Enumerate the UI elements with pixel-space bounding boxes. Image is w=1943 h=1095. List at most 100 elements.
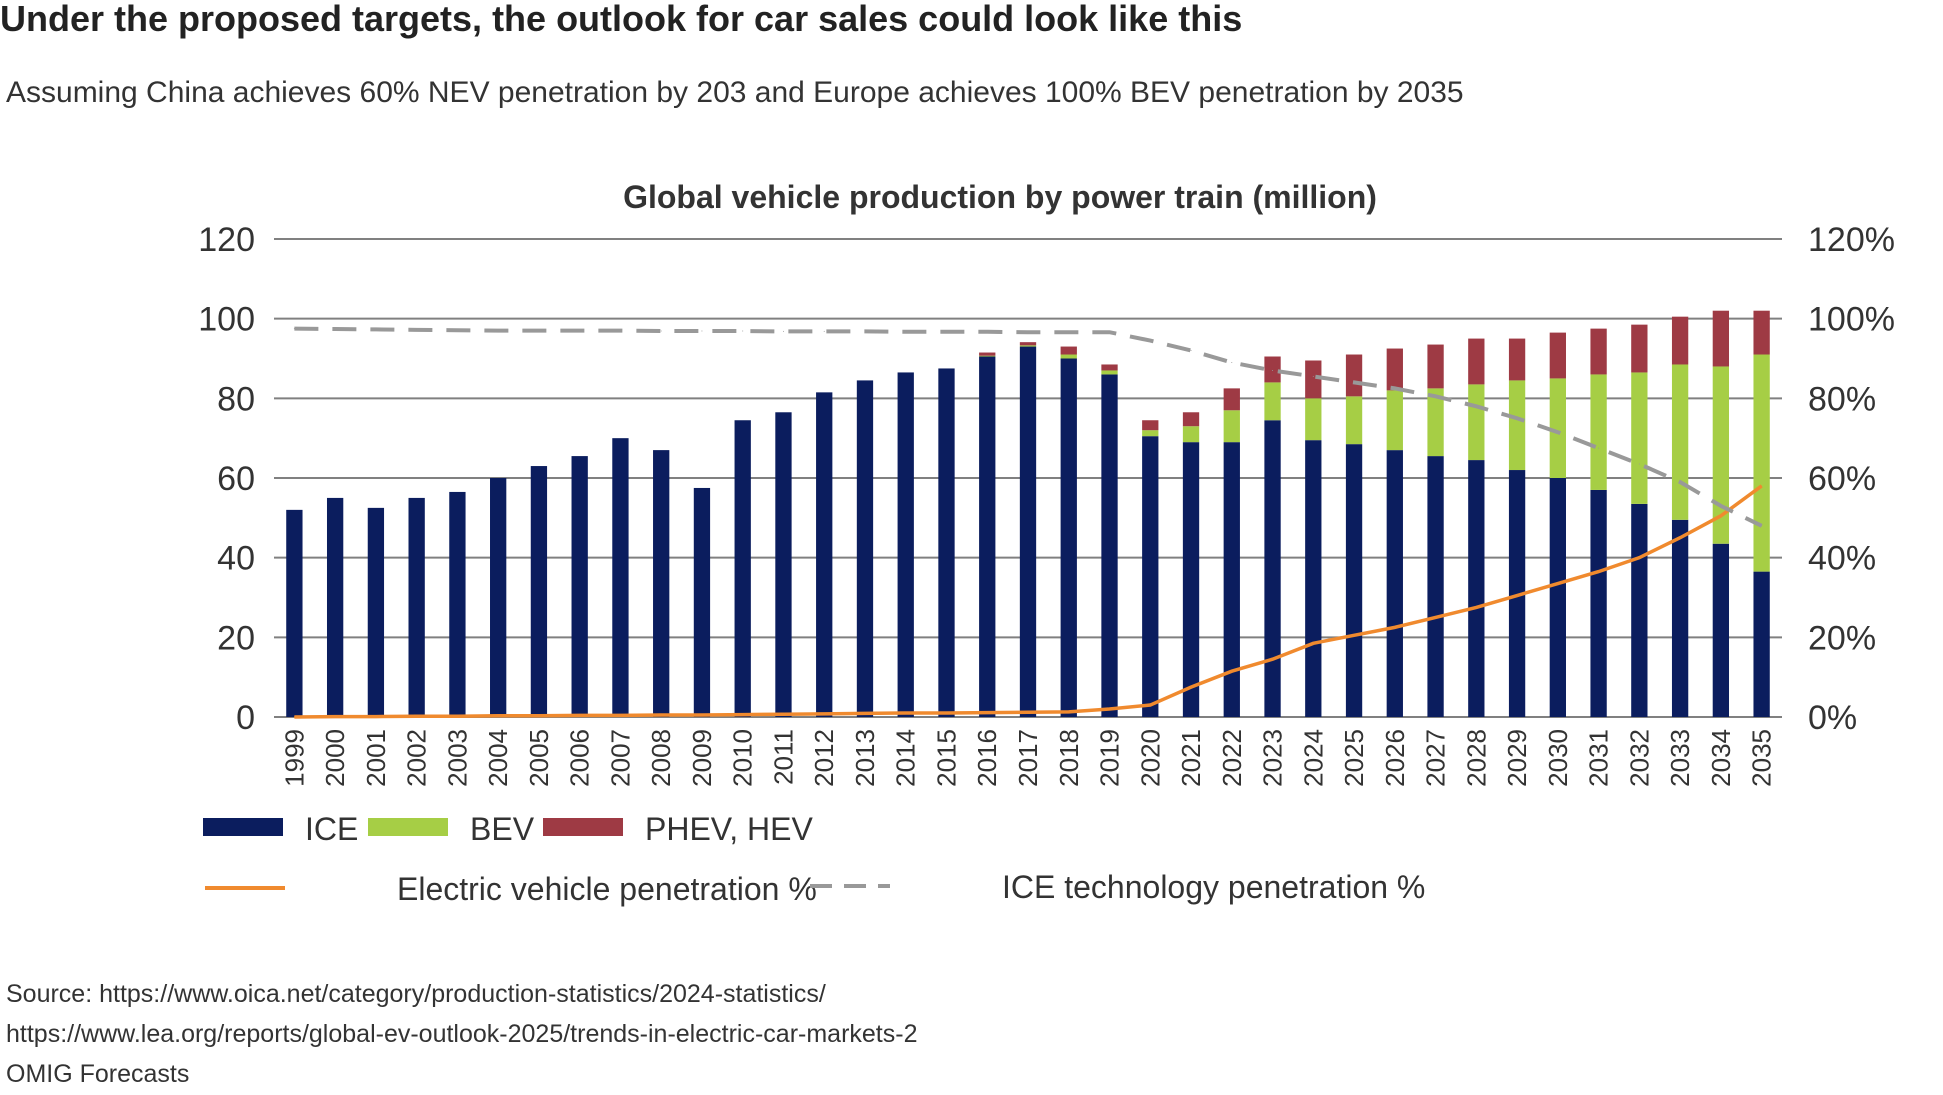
bar-ice (1590, 489, 1607, 717)
ice-penetration-point (1272, 369, 1274, 371)
bar-ice (490, 478, 507, 717)
ev-penetration-point (1557, 583, 1559, 585)
ice-penetration-point (701, 330, 703, 332)
y2-tick-label: 100% (1808, 301, 1895, 339)
bar-bev (1182, 426, 1200, 443)
ev-penetration-point (701, 714, 703, 716)
ice-penetration-point (1109, 331, 1111, 333)
x-tick-label: 1999 (279, 729, 309, 787)
ice-penetration-point (334, 328, 336, 330)
x-tick-label: 2025 (1339, 729, 1369, 787)
bar-bev (1142, 430, 1159, 437)
ev-penetration-point (1720, 515, 1722, 517)
ice-penetration-point (1231, 361, 1233, 363)
bar-ice (1468, 460, 1485, 717)
ice-penetration-point (864, 330, 866, 332)
ice-penetration-point (1475, 405, 1477, 407)
x-tick-label: 2017 (1013, 729, 1043, 787)
source-line-3: OMIG Forecasts (6, 1060, 190, 1088)
bar-bev (1305, 398, 1322, 441)
x-tick-label: 2021 (1176, 729, 1206, 787)
ev-penetration-point (1190, 686, 1192, 688)
x-tick-label: 2032 (1624, 729, 1654, 787)
bar-ice (612, 438, 629, 717)
y2-tick-label: 0% (1808, 699, 1857, 737)
bar-bev (1753, 354, 1770, 572)
bar-bev (1019, 345, 1037, 347)
x-tick-label: 2031 (1584, 729, 1614, 787)
bar-phev-hev (1549, 332, 1566, 379)
bar-bev (1590, 374, 1607, 490)
ev-penetration-point (1027, 711, 1029, 713)
legend-swatch-1 (368, 818, 448, 836)
bar-bev (1508, 380, 1526, 471)
y2-tick-label: 40% (1808, 540, 1876, 578)
bar-ice (286, 509, 303, 717)
bar-phev-hev (1142, 420, 1159, 431)
ev-penetration-point (742, 714, 744, 716)
bar-phev-hev (1019, 342, 1037, 346)
legend-label: PHEV, HEV (645, 811, 813, 847)
bar-ice (1101, 374, 1118, 717)
bar-ice (856, 380, 874, 717)
bar-ice (1386, 450, 1403, 717)
ice-penetration-point (538, 330, 540, 332)
ev-penetration-point (1638, 557, 1640, 559)
ev-penetration-point (864, 712, 866, 714)
bar-bev (1427, 388, 1444, 457)
ice-penetration-point (1394, 387, 1396, 389)
ice-penetration-point (660, 330, 662, 332)
ev-penetration-point (1109, 708, 1111, 710)
ev-penetration-point (293, 716, 295, 718)
x-tick-label: 2016 (972, 729, 1002, 787)
bar-ice (367, 507, 385, 717)
source-line-2: https://www.lea.org/reports/global-ev-ou… (6, 1020, 918, 1048)
bar-ice (734, 420, 751, 717)
bar-ice (1305, 440, 1322, 717)
ice-penetration-point (1761, 525, 1763, 527)
bar-phev-hev (1264, 356, 1281, 383)
bar-bev (1386, 390, 1403, 451)
legend-swatch-2 (543, 818, 623, 836)
bar-phev-hev (1060, 346, 1077, 355)
ev-penetration-point (1679, 537, 1681, 539)
x-tick-label: 2030 (1543, 729, 1573, 787)
bar-phev-hev (979, 352, 996, 356)
bar-ice (938, 368, 955, 717)
bar-phev-hev (1468, 338, 1485, 385)
bar-bev (1549, 378, 1566, 478)
ice-penetration-point (579, 330, 581, 332)
bar-ice (1753, 571, 1770, 717)
ev-penetration-point (945, 712, 947, 714)
x-tick-label: 2011 (768, 729, 798, 785)
x-tick-label: 2007 (605, 729, 635, 787)
ice-penetration-point (1190, 350, 1192, 352)
bar-bev (1223, 410, 1240, 443)
ev-penetration-point (1231, 670, 1233, 672)
ice-penetration-point (905, 331, 907, 333)
ev-penetration-point (660, 714, 662, 716)
x-tick-label: 2010 (728, 729, 758, 787)
bar-ice (571, 456, 588, 717)
x-tick-label: 2000 (320, 729, 350, 787)
bar-bev (1264, 382, 1281, 421)
bar-phev-hev (1671, 316, 1689, 365)
bar-ice (816, 392, 833, 717)
ev-penetration-point (1475, 606, 1477, 608)
y-tick-label: 80 (217, 380, 255, 418)
bar-ice (1427, 456, 1444, 717)
bar-ice (449, 491, 466, 717)
bar-bev (1712, 366, 1730, 544)
x-tick-label: 2003 (442, 729, 472, 787)
ev-penetration-point (1394, 626, 1396, 628)
chart-title: Global vehicle production by power train… (623, 179, 1377, 215)
bar-bev (1631, 372, 1648, 504)
y-tick-label: 100 (198, 301, 255, 339)
x-tick-label: 2004 (483, 729, 513, 787)
ev-penetration-point (1761, 485, 1763, 487)
ice-penetration-point (375, 328, 377, 330)
legend-label: BEV (470, 811, 535, 847)
bar-ice (408, 497, 425, 717)
x-tick-label: 2027 (1421, 729, 1451, 787)
